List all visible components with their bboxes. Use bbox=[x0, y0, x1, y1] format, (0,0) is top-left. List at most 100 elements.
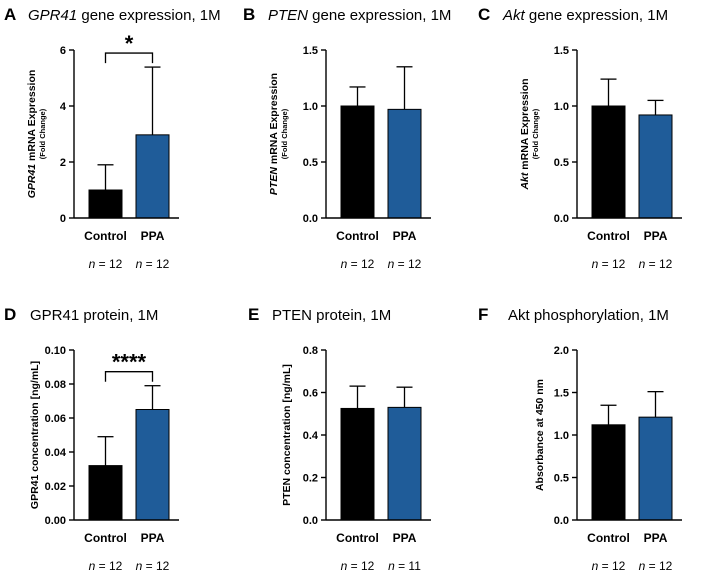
y-axis-label-gene: Akt bbox=[519, 172, 531, 190]
bar-control bbox=[591, 424, 626, 521]
significance-bracket bbox=[104, 371, 154, 382]
bar-ppa bbox=[638, 416, 673, 521]
y-tick-label: 0.0 bbox=[554, 213, 569, 225]
significance-marker: * bbox=[125, 31, 134, 56]
sample-size-label: n = 12 bbox=[341, 257, 375, 271]
panel-title: Akt gene expression, 1M bbox=[502, 7, 668, 24]
panel-a: A GPR41 gene expression, 1M 0 2 4 6 GPR41 mRNA… bbox=[4, 5, 221, 271]
y-tick-label: 2.0 bbox=[554, 345, 569, 357]
sample-size-value: = 12 bbox=[99, 559, 123, 573]
y-axis-label: PTEN mRNA Expression bbox=[268, 73, 280, 195]
y-tick-label: 4 bbox=[60, 101, 67, 113]
title-text: Akt phosphorylation, 1M bbox=[508, 307, 669, 324]
y-tick-label: 1.5 bbox=[303, 45, 318, 57]
category-label: PPA bbox=[141, 229, 165, 243]
sample-size-label: n = 12 bbox=[136, 257, 170, 271]
title-text: GPR41 protein, 1M bbox=[30, 307, 158, 324]
y-tick-label: 1.5 bbox=[554, 45, 569, 57]
sample-size-label: n = 12 bbox=[388, 257, 422, 271]
sample-size-symbol: n bbox=[136, 559, 146, 573]
y-tick-label: 0.8 bbox=[303, 345, 318, 357]
y-tick-label: 0.4 bbox=[303, 430, 319, 442]
bar-control bbox=[340, 407, 375, 521]
sample-size-value: = 12 bbox=[649, 559, 673, 573]
y-tick-label: 0.5 bbox=[303, 157, 318, 169]
y-tick-label: 1.0 bbox=[303, 101, 318, 113]
y-tick-label: 0.10 bbox=[45, 345, 66, 357]
y-tick-label: 0.6 bbox=[303, 388, 318, 400]
sample-size-label: n = 12 bbox=[341, 559, 375, 573]
title-text: gene expression, 1M bbox=[308, 7, 451, 24]
sample-size-value: = 12 bbox=[649, 257, 673, 271]
sample-size-value: = 12 bbox=[602, 257, 626, 271]
sample-size-symbol: n bbox=[89, 559, 99, 573]
category-label: PPA bbox=[141, 531, 165, 545]
bar-control bbox=[340, 105, 375, 219]
y-axis-label: GPR41 mRNA Expression bbox=[26, 70, 38, 199]
sample-size-label: n = 12 bbox=[592, 559, 626, 573]
sample-size-symbol: n bbox=[341, 257, 351, 271]
category-label: Control bbox=[84, 531, 127, 545]
sample-size-symbol: n bbox=[592, 559, 602, 573]
sample-size-label: n = 12 bbox=[592, 257, 626, 271]
y-tick-label: 2 bbox=[60, 157, 66, 169]
y-tick-label: 0.0 bbox=[303, 213, 318, 225]
sample-size-label: n = 12 bbox=[639, 257, 673, 271]
y-axis-label-text: Absorbance at 450 nm bbox=[534, 379, 546, 491]
y-axis-label-text: mRNA Expression bbox=[26, 70, 38, 164]
y-tick-label: 0.00 bbox=[45, 515, 66, 527]
y-axis-label-gene: PTEN bbox=[268, 167, 280, 195]
category-label: Control bbox=[336, 229, 379, 243]
y-tick-label: 1.0 bbox=[554, 101, 569, 113]
panel-f: F Akt phosphorylation, 1M 0.0 0.5 1.0 1.5 2.0 A… bbox=[478, 305, 682, 573]
y-axis-label: PTEN concentration [ng/mL] bbox=[281, 364, 293, 506]
significance-marker: **** bbox=[112, 350, 147, 375]
y-tick-label: 0.5 bbox=[554, 157, 569, 169]
sample-size-value: = 11 bbox=[398, 559, 421, 573]
panel-title: PTEN protein, 1M bbox=[272, 307, 391, 324]
panel-title: PTEN gene expression, 1M bbox=[268, 7, 451, 24]
sample-size-symbol: n bbox=[388, 559, 398, 573]
y-tick-label: 1.5 bbox=[554, 388, 569, 400]
bar-control bbox=[591, 105, 626, 219]
y-tick-label: 0.5 bbox=[554, 473, 569, 485]
category-label: PPA bbox=[393, 229, 417, 243]
panel-e: E PTEN protein, 1M 0.0 0.2 0.4 0.6 0.8 PTEN con… bbox=[248, 305, 431, 573]
title-gene: GPR41 bbox=[28, 7, 77, 24]
sample-size-value: = 12 bbox=[146, 559, 170, 573]
title-text: gene expression, 1M bbox=[525, 7, 668, 24]
sample-size-symbol: n bbox=[639, 257, 649, 271]
panel-letter: E bbox=[248, 305, 259, 324]
panel-letter: C bbox=[478, 5, 490, 24]
y-axis-sublabel: (Fold Change) bbox=[38, 108, 47, 159]
significance-bracket bbox=[104, 52, 154, 64]
y-axis-label: GPR41 concentration [ng/mL] bbox=[29, 361, 41, 509]
sample-size-label: n = 12 bbox=[136, 559, 170, 573]
sample-size-label: n = 12 bbox=[639, 559, 673, 573]
category-label: Control bbox=[336, 531, 379, 545]
sample-size-symbol: n bbox=[639, 559, 649, 573]
category-label: Control bbox=[587, 229, 630, 243]
y-tick-label: 0 bbox=[60, 213, 66, 225]
sample-size-symbol: n bbox=[592, 257, 602, 271]
sample-size-value: = 12 bbox=[99, 257, 123, 271]
sample-size-label: n = 12 bbox=[89, 559, 123, 573]
bar-control bbox=[88, 189, 123, 219]
sample-size-value: = 12 bbox=[398, 257, 422, 271]
y-axis-label-text: GPR41 concentration [ng/mL] bbox=[29, 361, 41, 509]
y-axis-label-text: mRNA Expression bbox=[519, 78, 531, 172]
sample-size-label: n = 12 bbox=[89, 257, 123, 271]
y-axis-sublabel: (Fold Change) bbox=[280, 108, 289, 159]
panel-title: GPR41 gene expression, 1M bbox=[28, 7, 221, 24]
panel-b: B PTEN gene expression, 1M 0.0 0.5 1.0 1.5 PTE… bbox=[243, 5, 451, 271]
title-text: gene expression, 1M bbox=[77, 7, 220, 24]
y-axis-sublabel: (Fold Change) bbox=[531, 108, 540, 159]
category-label: Control bbox=[84, 229, 127, 243]
sample-size-label: n = 11 bbox=[388, 559, 421, 573]
bar-control bbox=[88, 465, 123, 521]
y-tick-label: 0.04 bbox=[45, 447, 67, 459]
sample-size-value: = 12 bbox=[351, 257, 375, 271]
panel-c: C Akt gene expression, 1M 0.0 0.5 1.0 1.5 Akt … bbox=[478, 5, 682, 271]
bar-ppa bbox=[135, 409, 170, 521]
y-tick-label: 0.08 bbox=[45, 379, 66, 391]
